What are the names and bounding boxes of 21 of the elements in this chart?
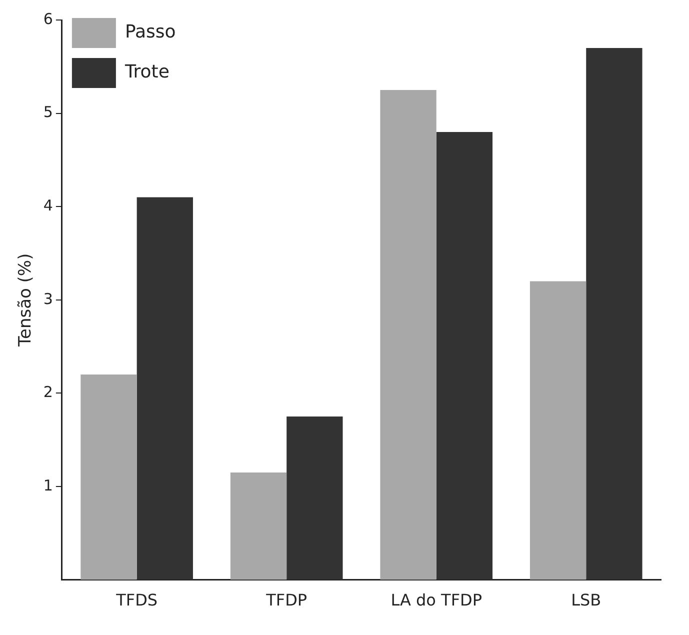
y-tick-label: 5 [43,103,53,122]
y-tick-label: 6 [43,10,53,28]
y-tick-label: 3 [43,290,53,308]
bar [586,48,642,580]
bar [136,197,193,580]
legend-label: Passo [124,22,176,43]
y-axis-title: Tensão (%) [16,253,36,348]
y-tick-label: 2 [43,383,53,402]
bar [286,416,343,580]
legend-label: Trote [124,62,170,83]
y-tick-label: 1 [43,476,53,494]
y-tick-label: 4 [43,196,53,214]
x-tick-label: TFDP [265,590,308,610]
bar [80,374,137,580]
x-tick-label: TFDS [115,590,158,610]
x-tick-label: LSB [571,590,602,610]
x-tick-label: LA do TFDP [390,590,482,610]
bar [380,90,436,580]
bar [436,132,493,580]
bar [230,472,287,580]
bar [530,281,586,580]
